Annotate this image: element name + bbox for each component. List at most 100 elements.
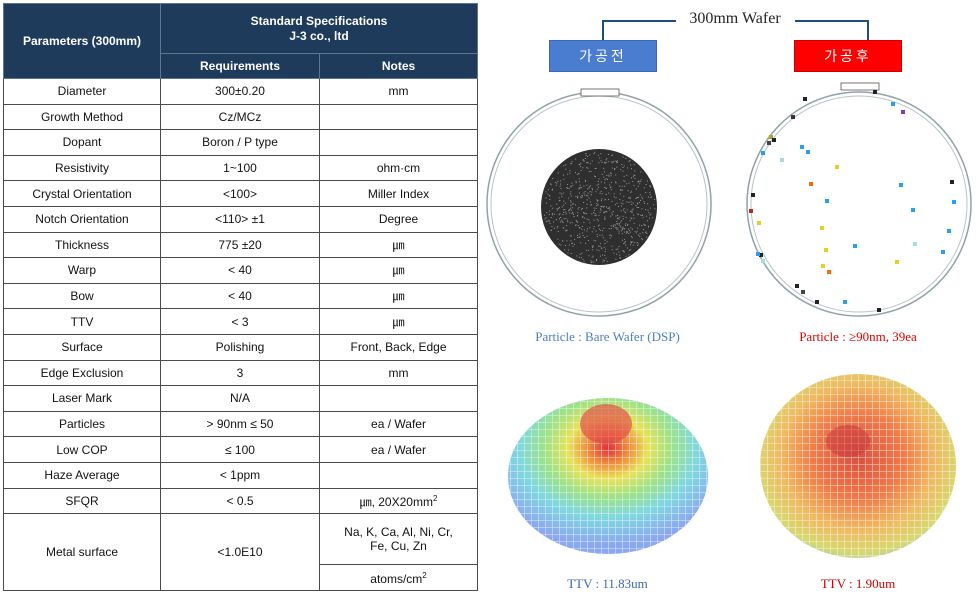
note-cell: Miller Index: [318, 180, 479, 207]
table-row-sfqr: SFQR < 0.5 ㎛, 20X20mm2: [3, 487, 479, 515]
req-cell: < 40: [160, 282, 320, 310]
note-cell: ea / Wafer: [318, 436, 479, 463]
wafer-title: 300mm Wafer: [689, 10, 781, 27]
particle-speckles: [544, 151, 656, 264]
table-row: Crystal Orientation <100> Miller Index: [3, 180, 479, 207]
wafer-notch-mark: [840, 82, 880, 91]
ttv-caption-before: TTV : 11.83um: [567, 576, 648, 591]
note-cell: Degree: [318, 205, 479, 233]
particle-dot: [941, 250, 945, 254]
particle-dot: [873, 90, 877, 94]
particle-dot: [801, 290, 805, 294]
note-cell: [318, 103, 479, 131]
particle-dot: [806, 150, 810, 154]
req-cell: ≤ 100: [160, 436, 320, 463]
req-cell: < 1ppm: [160, 461, 320, 489]
ttv-mesh: [760, 374, 956, 558]
param-cell: Surface: [3, 333, 161, 361]
req-cell: 1~100: [160, 154, 320, 182]
param-cell: Notch Orientation: [3, 205, 161, 233]
req-cell: N/A: [160, 385, 320, 412]
header-standard-line1: Standard Specifications: [250, 13, 388, 28]
particle-dot: [780, 158, 784, 162]
req-cell: < 40: [160, 257, 320, 284]
table-row-metal: Metal surface <1.0E10 Na, K, Ca, Al, Ni,…: [3, 513, 479, 591]
particle-dot: [756, 252, 760, 256]
particle-dot: [791, 115, 795, 119]
param-cell: Metal surface: [3, 513, 161, 591]
req-cell: <1.0E10: [160, 513, 320, 591]
param-cell: Diameter: [3, 78, 161, 105]
sfqr-note-text: ㎛, 20X20mm: [359, 495, 433, 510]
req-cell: 300±0.20: [160, 78, 320, 105]
particle-dot: [815, 300, 819, 304]
particle-dot: [800, 145, 804, 149]
particle-dot: [901, 110, 905, 114]
req-cell: > 90nm ≤ 50: [160, 410, 320, 438]
particle-dot: [809, 182, 813, 186]
param-cell: Low COP: [3, 436, 161, 463]
particle-map-after: [746, 82, 972, 317]
particle-dot: [891, 102, 895, 106]
table-row: Laser Mark N/A: [3, 385, 479, 412]
param-cell: Haze Average: [3, 461, 161, 489]
table-row: Low COP ≤ 100 ea / Wafer: [3, 436, 479, 463]
note-cell: Front, Back, Edge: [318, 333, 479, 361]
particle-dot: [952, 200, 956, 204]
bracket-left: [602, 20, 676, 40]
note-cell: [318, 129, 479, 156]
table-row: TTV < 3 ㎛: [3, 308, 479, 335]
req-cell: <100>: [160, 180, 320, 207]
param-cell: Laser Mark: [3, 385, 161, 412]
req-cell: 775 ±20: [160, 231, 320, 259]
after-processing-label: 가공후: [794, 40, 902, 72]
particle-dot: [759, 253, 763, 257]
req-cell: < 3: [160, 308, 320, 335]
header-notes: Notes: [318, 53, 479, 79]
particle-dot: [751, 193, 755, 197]
wafer-outline: [746, 91, 972, 317]
header-requirements: Requirements: [160, 53, 320, 79]
wafer-inner-outline: [750, 95, 968, 313]
table-row: Notch Orientation <110> ±1 Degree: [3, 205, 479, 233]
param-cell: Edge Exclusion: [3, 359, 161, 387]
particle-dot: [757, 221, 761, 225]
param-cell: Crystal Orientation: [3, 180, 161, 207]
param-cell: Growth Method: [3, 103, 161, 131]
note-cell: [318, 461, 479, 489]
note-cell: ㎛: [318, 257, 479, 284]
table-row: Surface Polishing Front, Back, Edge: [3, 333, 479, 361]
table-row: Thickness 775 ±20 ㎛: [3, 231, 479, 259]
particle-dot: [853, 244, 857, 248]
req-cell: Cz/MCz: [160, 103, 320, 131]
table-row: Edge Exclusion 3 mm: [3, 359, 479, 387]
particle-dot: [947, 229, 951, 233]
metal-unit-cell: atoms/cm2: [318, 564, 479, 591]
ttv-hotspot: [826, 425, 870, 457]
particle-dot: [772, 138, 776, 142]
metal-unit-text: atoms/cm: [370, 571, 423, 586]
note-cell: mm: [318, 359, 479, 387]
particle-dot: [761, 259, 765, 263]
param-cell: Thickness: [3, 231, 161, 259]
req-cell: <110> ±1: [160, 205, 320, 233]
wafer-comparison-panel: 300mm Wafer 가공전 가공후: [485, 0, 976, 595]
note-cell: ㎛, 20X20mm2: [318, 487, 479, 515]
ttv-mesh: [508, 398, 708, 554]
note-cell: ㎛: [318, 231, 479, 259]
particle-dot: [767, 141, 771, 145]
particle-dot: [769, 135, 773, 139]
param-cell: Bow: [3, 282, 161, 310]
metal-elements-line1: Na, K, Ca, Al, Ni, Cr,: [344, 525, 453, 540]
header-standard-line2: J-3 co., ltd: [289, 28, 349, 43]
req-cell: < 0.5: [160, 487, 320, 515]
header-standard-specifications: Standard Specifications J-3 co., ltd: [159, 3, 479, 54]
req-cell: Polishing: [160, 333, 320, 361]
particle-dot: [820, 226, 824, 230]
particle-dot: [821, 264, 825, 268]
metal-unit-superscript: 2: [422, 570, 427, 580]
table-row: Resistivity 1~100 ohm·cm: [3, 154, 479, 182]
table-row: Haze Average < 1ppm: [3, 461, 479, 489]
ttv-peak: [580, 404, 632, 444]
param-cell: TTV: [3, 308, 161, 335]
